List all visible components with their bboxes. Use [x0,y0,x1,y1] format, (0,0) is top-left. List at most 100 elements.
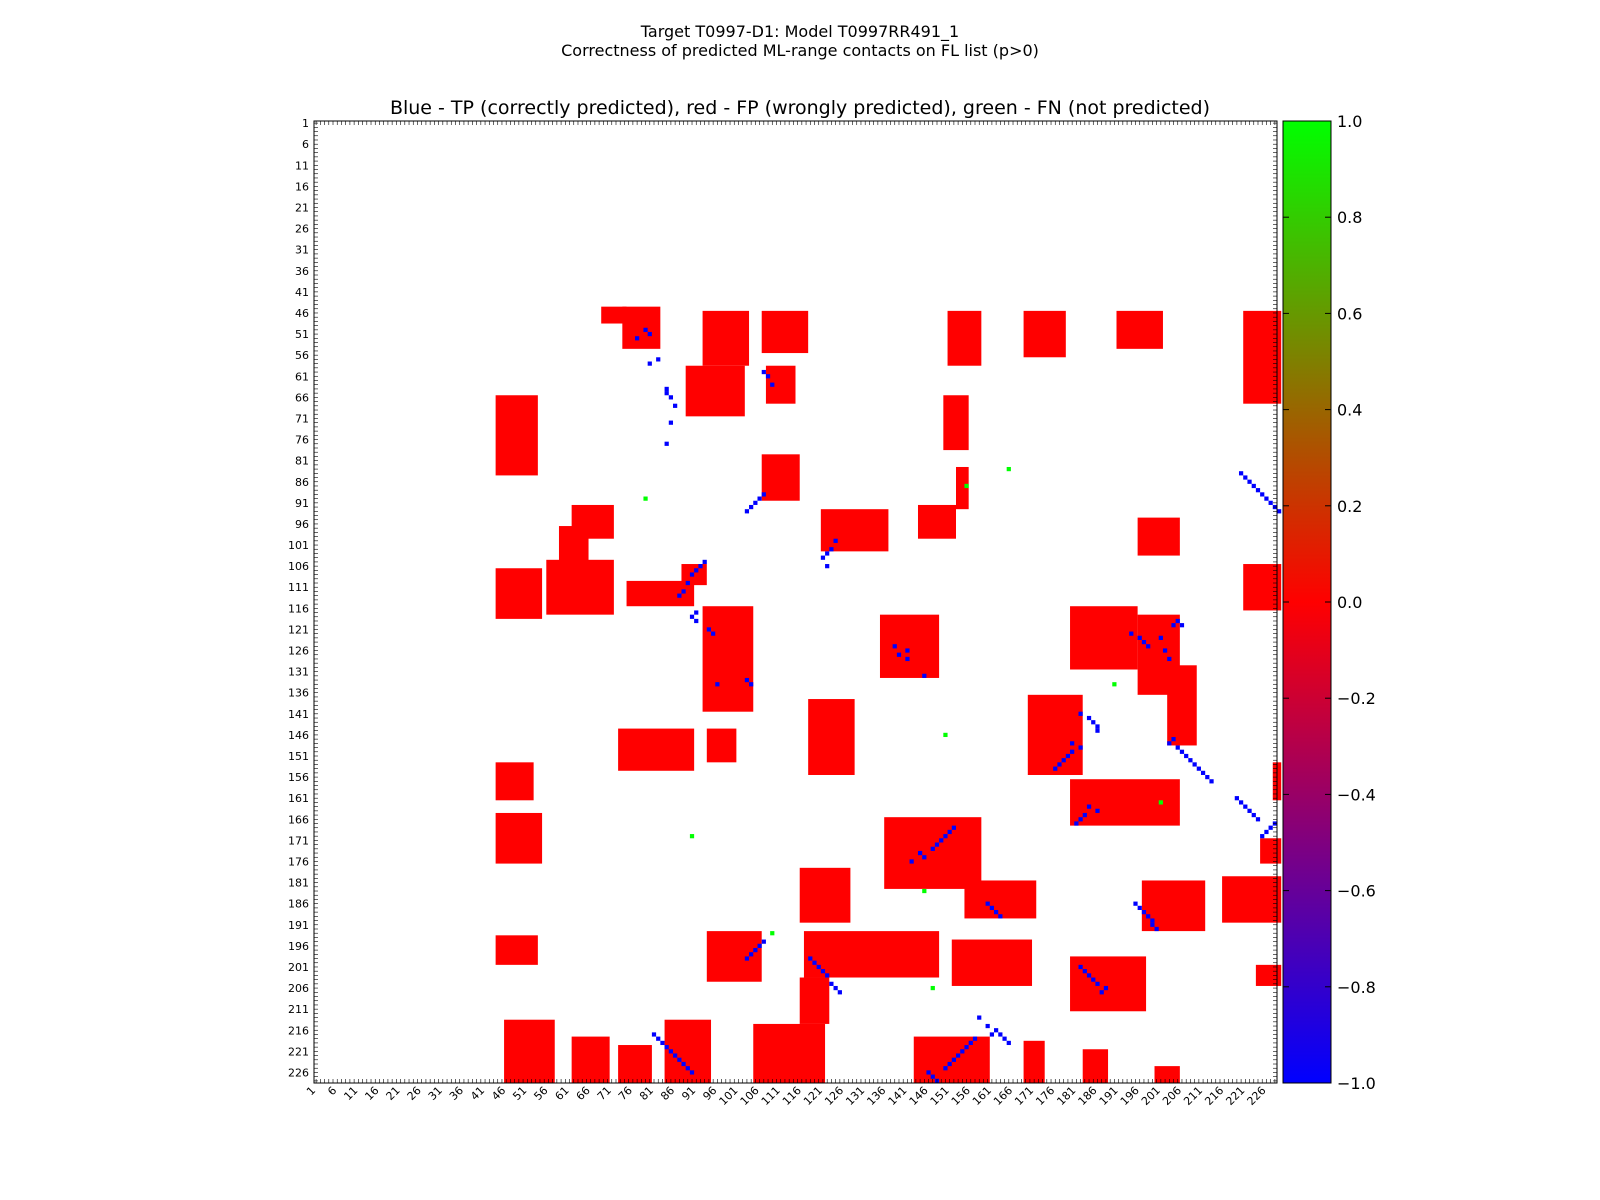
y-tick-label: 86 [295,476,309,489]
x-tick-label: 206 [1160,1084,1184,1108]
x-tick-label: 146 [907,1084,931,1108]
fp-cell-block [1116,310,1163,349]
tp-cell [939,838,944,843]
tp-cell [715,682,720,687]
tp-cell [820,969,826,974]
tp-cell [1082,969,1087,974]
tp-cell [1133,901,1138,906]
colorbar [1282,120,1332,1084]
x-tick-label: 21 [384,1084,403,1103]
tp-cell [1167,656,1172,662]
x-tick-label: 46 [489,1084,508,1103]
tp-cell [1095,728,1100,733]
tp-cell [1057,762,1062,767]
y-tick-label: 101 [288,539,309,552]
x-tick-label: 111 [759,1084,783,1108]
tp-cell [1129,631,1134,636]
tp-cell [1078,711,1083,716]
tp-cell [689,1070,695,1075]
y-tick-label: 191 [288,919,309,932]
y-tick-label: 116 [288,602,309,615]
tp-cell [1251,812,1256,818]
tp-cell [702,559,707,565]
tp-cell [1167,741,1172,746]
tp-cell [1141,910,1147,915]
fp-cell-block [761,310,809,354]
x-tick-label: 176 [1033,1084,1057,1108]
x-tick-label: 151 [928,1084,952,1108]
tp-cell [1095,981,1100,986]
tp-cell [1095,808,1100,813]
tp-cell [1264,496,1269,501]
tp-cell [1243,475,1248,480]
tp-cell [994,1028,999,1033]
y-tick-label: 216 [288,1024,309,1037]
tp-cell [917,850,923,856]
tp-cell [1078,817,1083,822]
tp-cell [1070,741,1075,746]
y-tick-label: 36 [295,265,309,278]
y-tick-label: 46 [295,307,309,320]
tp-cell [1078,964,1083,970]
y-tick-label: 146 [288,729,309,742]
tp-cell [1078,745,1083,750]
x-tick-label: 51 [510,1084,529,1103]
tp-cell [757,943,762,948]
x-tick-label: 211 [1181,1084,1205,1108]
tp-cell [651,1032,657,1037]
fp-cell-block [702,310,750,366]
tp-cell [1099,990,1104,995]
tp-cell [934,842,940,847]
fp-cell-block [1027,694,1083,775]
y-tick-label: 221 [288,1045,309,1058]
fp-cell-block [1255,964,1282,986]
fp-cell-block [495,812,543,864]
x-tick-label: 101 [717,1084,741,1108]
x-tick-label: 166 [991,1084,1015,1108]
tp-cell [1209,779,1214,784]
tp-cell [1251,483,1256,489]
fp-cell-block [546,559,614,615]
x-tick-label: 36 [447,1084,466,1103]
y-tick-label: 21 [295,201,309,214]
tp-cell [656,1036,661,1041]
fp-cell-block [799,977,830,1024]
x-tick-label: 131 [843,1084,867,1108]
tp-cell [829,981,834,986]
fn-cell [964,483,969,489]
tp-cell [635,336,640,341]
tp-cell [685,580,690,586]
tp-cell [1255,488,1261,493]
x-tick-label: 121 [801,1084,825,1108]
fp-cell-block [879,614,940,678]
tp-cell [685,1066,690,1071]
tp-cell [749,504,754,510]
x-tick-label: 11 [341,1084,360,1103]
colorbar-tick-label: 0.6 [1337,304,1362,323]
tp-cell [825,973,830,978]
tp-cell [1154,926,1159,932]
y-tick-label: 51 [295,328,309,341]
tp-cell [677,1057,682,1062]
tp-cell [956,1053,961,1058]
fp-cell-block [1070,956,1147,1012]
y-tick-label: 121 [288,623,309,636]
tp-cell [1268,825,1273,830]
y-tick-label: 126 [288,645,309,658]
tp-cell [837,990,842,995]
tp-cell [1150,922,1155,927]
tp-cell [951,1057,956,1062]
tp-cell [694,618,699,624]
tp-cell [808,956,813,961]
tp-cell [1086,715,1092,721]
tp-cell [1074,821,1079,826]
tp-cell [964,1045,969,1050]
fp-cell-block [1082,1049,1109,1083]
x-tick-label: 226 [1245,1084,1269,1108]
y-tick-label: 176 [288,855,309,868]
tp-cell [968,1040,973,1046]
y-tick-label: 161 [288,792,309,805]
tp-cell [972,1036,978,1041]
y-tick-label: 41 [295,286,309,299]
